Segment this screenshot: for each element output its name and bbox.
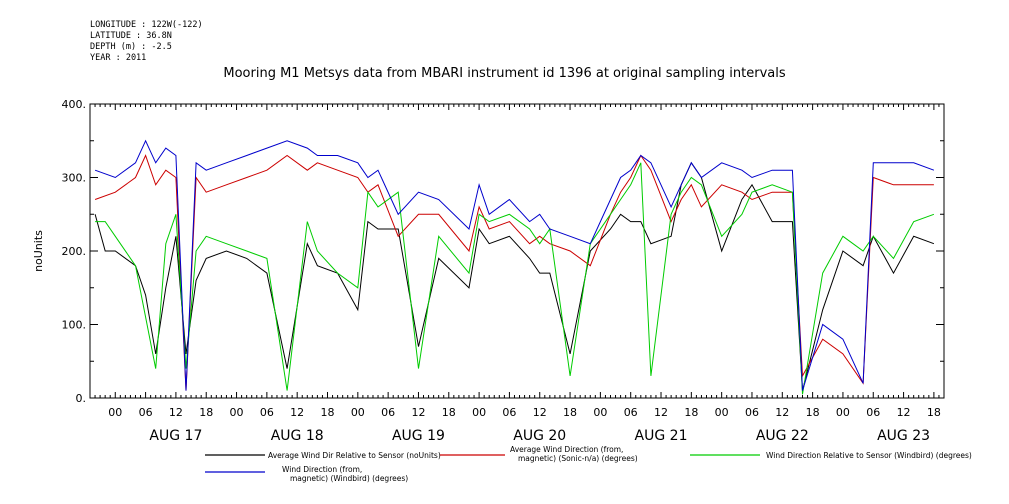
- x-hour-label: 00: [230, 406, 244, 419]
- plot-frame: [89, 103, 945, 399]
- x-day-label: AUG 22: [756, 428, 809, 444]
- x-hour-label: 00: [108, 406, 122, 419]
- meta-depth: DEPTH (m) : -2.5: [90, 42, 172, 52]
- x-hour-label: 00: [715, 406, 729, 419]
- series-line-1: [94, 161, 935, 391]
- series-line-4: [94, 139, 935, 391]
- legend-label-2: Average Wind Direction (from,: [510, 445, 623, 454]
- x-hour-label: 18: [684, 406, 698, 419]
- y-tick-label: 100.: [62, 319, 87, 332]
- y-axis-label: noUnits: [32, 230, 45, 272]
- x-hour-label: 06: [866, 406, 880, 419]
- x-hour-label: 12: [654, 406, 668, 419]
- x-hour-label: 06: [260, 406, 274, 419]
- y-tick-label: 0.: [76, 392, 87, 405]
- legend-label-4: magnetic) (Windbird) (degrees): [290, 474, 408, 483]
- x-hour-label: 18: [321, 406, 335, 419]
- x-hour-label: 06: [502, 406, 516, 419]
- legend-label-4: Wind Direction (from,: [282, 465, 362, 474]
- metadata-block: LONGITUDE : 122W(-122) LATITUDE : 36.8N …: [90, 20, 203, 64]
- x-hour-label: 06: [381, 406, 395, 419]
- meta-latitude: LATITUDE : 36.8N: [90, 31, 172, 41]
- legend-label-3: Wind Direction Relative to Sensor (Windb…: [766, 451, 972, 460]
- x-hour-label: 18: [927, 406, 941, 419]
- x-hour-label: 12: [169, 406, 183, 419]
- x-hour-label: 12: [533, 406, 547, 419]
- y-tick-label: 200.: [62, 245, 87, 258]
- x-hour-label: 18: [199, 406, 213, 419]
- chart-title: Mooring M1 Metsys data from MBARI instru…: [223, 66, 786, 81]
- x-hour-label: 18: [563, 406, 577, 419]
- x-hour-label: 00: [351, 406, 365, 419]
- x-day-label: AUG 23: [877, 428, 930, 444]
- x-hour-label: 12: [290, 406, 304, 419]
- legend-label-1: Average Wind Dir Relative to Sensor (noU…: [268, 451, 441, 460]
- x-hour-label: 00: [593, 406, 607, 419]
- x-day-label: AUG 21: [635, 428, 688, 444]
- x-hour-label: 18: [442, 406, 456, 419]
- x-hour-label: 00: [836, 406, 850, 419]
- series-line-2: [94, 154, 934, 391]
- meta-year: YEAR : 2011: [90, 53, 147, 63]
- x-hour-label: 00: [472, 406, 486, 419]
- y-tick-label: 300.: [62, 172, 87, 185]
- meta-longitude: LONGITUDE : 122W(-122): [90, 20, 203, 30]
- x-hour-label: 06: [745, 406, 759, 419]
- x-day-label: AUG 18: [271, 428, 324, 444]
- x-day-label: AUG 17: [149, 428, 202, 444]
- x-day-label: AUG 19: [392, 428, 445, 444]
- x-hour-label: 12: [775, 406, 789, 419]
- y-tick-label: 400.: [62, 98, 87, 111]
- x-hour-label: 18: [806, 406, 820, 419]
- x-day-label: AUG 20: [513, 428, 566, 444]
- legend-label-2: magnetic) (Sonic-n/a) (degrees): [518, 454, 638, 463]
- x-hour-label: 12: [897, 406, 911, 419]
- x-hour-label: 06: [624, 406, 638, 419]
- x-hour-label: 12: [411, 406, 425, 419]
- series-line-3: [95, 162, 935, 395]
- x-hour-label: 06: [139, 406, 153, 419]
